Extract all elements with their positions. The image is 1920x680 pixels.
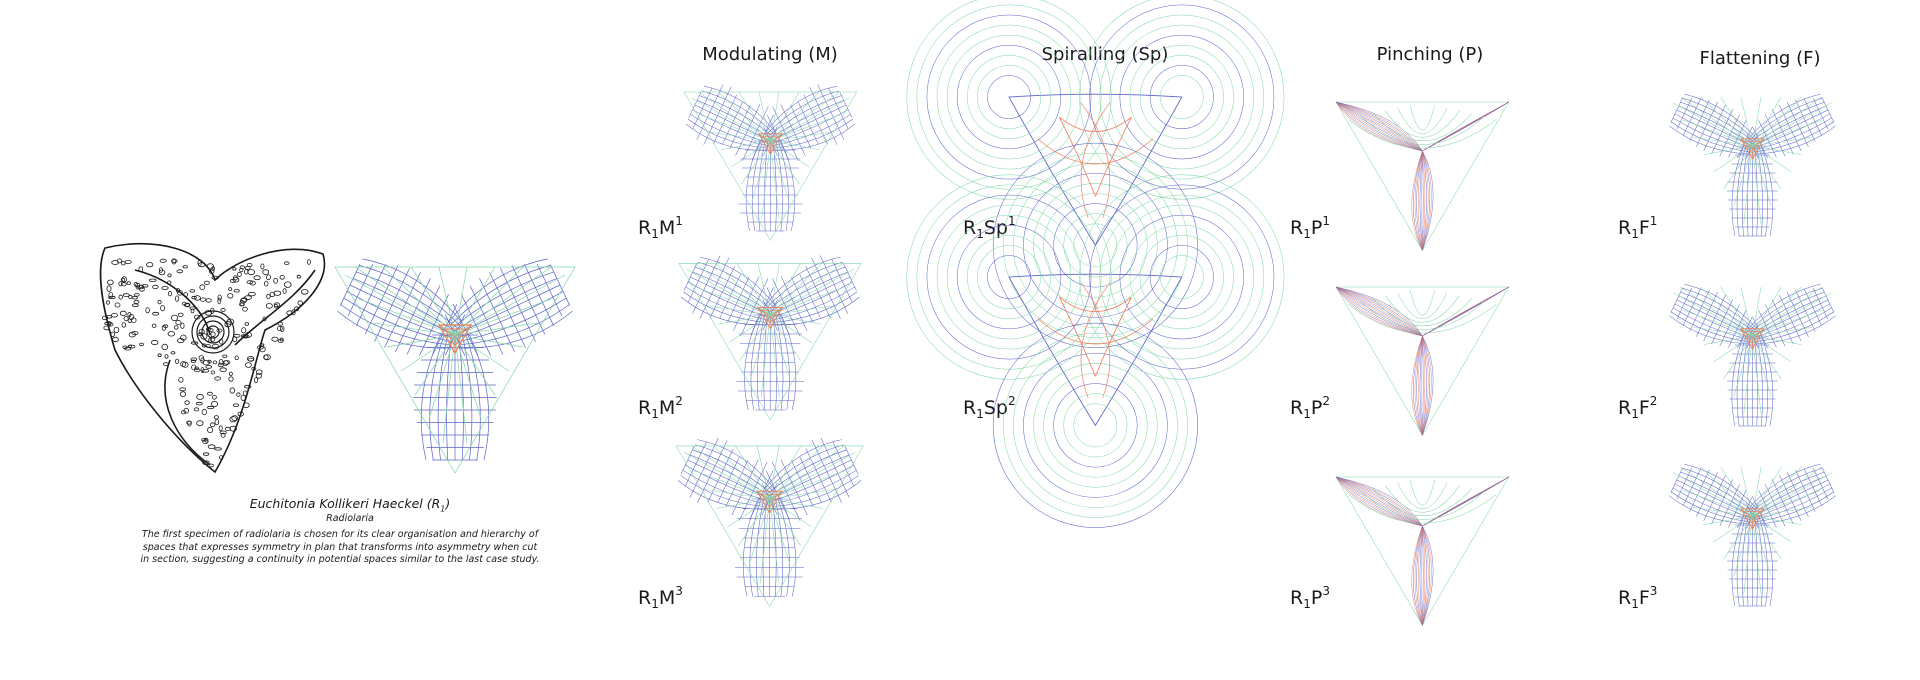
- drawing-r1p1: [1335, 101, 1509, 251]
- column-title-modulating: Modulating (M): [702, 44, 838, 65]
- label-r1f2: R1F2: [1618, 394, 1658, 421]
- drawing-r1p3: [1335, 476, 1509, 626]
- drawing-r1f1: [1668, 93, 1836, 236]
- specimen-name: Euchitonia Kollikeri Haeckel (R1): [249, 496, 451, 514]
- label-r1p3: R1P3: [1290, 584, 1330, 611]
- label-r1sp2: R1Sp2: [963, 394, 1016, 421]
- label-r1f3: R1F3: [1618, 584, 1658, 611]
- specimen-description: The first specimen of radiolaria is chos…: [140, 529, 540, 565]
- drawing-r1m2: [678, 255, 862, 421]
- specimen-category: Radiolaria: [326, 513, 374, 524]
- column-title-flattening: Flattening (F): [1699, 48, 1821, 69]
- specimen-sketch-drawing: [99, 242, 326, 474]
- column-title-pinching: Pinching (P): [1376, 44, 1484, 65]
- label-r1m1: R1M1: [638, 214, 683, 241]
- label-r1m3: R1M3: [638, 584, 683, 611]
- label-r1f1: R1F1: [1618, 214, 1658, 241]
- drawing-r1f2: [1668, 283, 1836, 426]
- column-title-spiralling: Spiralling (Sp): [1041, 44, 1169, 65]
- label-r1p2: R1P2: [1290, 394, 1330, 421]
- drawing-r1p2: [1335, 286, 1509, 436]
- drawing-r1m3: [675, 438, 865, 608]
- label-r1sp1: R1Sp1: [963, 214, 1016, 241]
- label-r1m2: R1M2: [638, 394, 683, 421]
- drawing-r1m1: [683, 84, 857, 241]
- specimen-mesh-drawing: [334, 258, 576, 474]
- label-r1p1: R1P1: [1290, 214, 1330, 241]
- drawing-r1sp2: [906, 174, 1284, 528]
- drawing-r1sp1: [906, 0, 1284, 348]
- drawing-r1f3: [1668, 463, 1836, 606]
